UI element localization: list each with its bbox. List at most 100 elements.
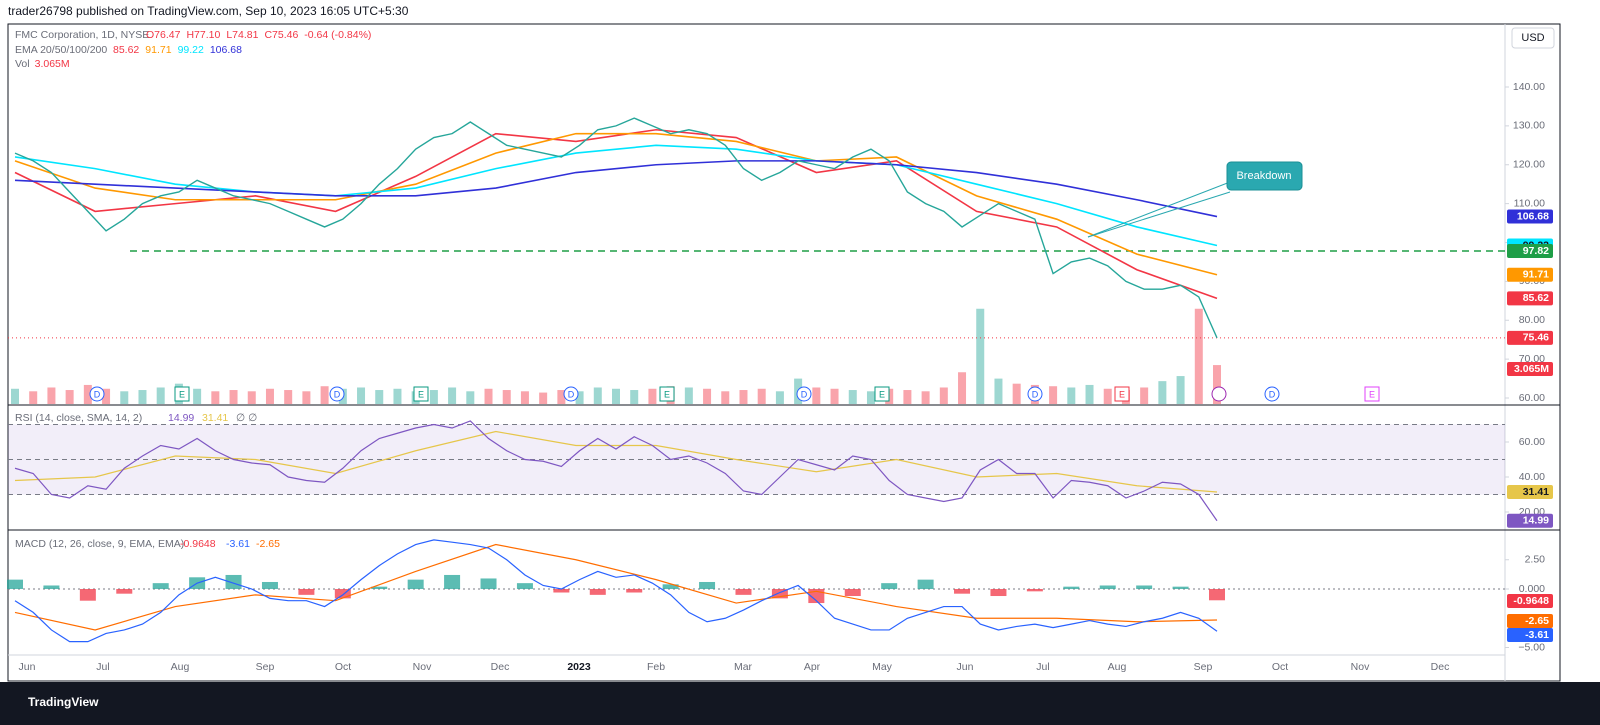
x-tick-label: Apr — [804, 661, 821, 673]
y-tick-label: 80.00 — [1519, 314, 1545, 326]
volume-bar — [357, 387, 366, 404]
volume-bar — [229, 390, 238, 404]
x-tick-label: Jul — [1036, 661, 1049, 673]
price-badge — [1507, 513, 1553, 528]
volume-bar — [193, 388, 202, 404]
x-tick-label: Sep — [256, 661, 275, 673]
x-tick-label: Aug — [171, 661, 190, 673]
price-badge — [1507, 209, 1553, 224]
x-tick-label: Aug — [1108, 661, 1127, 673]
volume-bar — [102, 388, 111, 404]
y-tick-label: 130.00 — [1513, 120, 1545, 132]
ema-legend-value: 99.22 — [178, 44, 204, 56]
volume-bar — [502, 390, 511, 404]
volume-bar — [1012, 383, 1021, 404]
volume-bar — [156, 387, 165, 404]
rsi-title: RSI (14, close, SMA, 14, 2) — [15, 412, 142, 424]
volume-bar — [958, 372, 967, 404]
y-tick-label: 2.50 — [1525, 554, 1546, 566]
volume-bar — [539, 392, 548, 404]
volume-bar — [739, 390, 748, 404]
event-icon — [1364, 386, 1380, 402]
y-tick-label: 140.00 — [1513, 81, 1545, 93]
ema-title: EMA 20/50/100/200 — [15, 44, 107, 56]
volume-bar — [65, 390, 74, 404]
volume-bar — [812, 387, 821, 404]
currency-button[interactable] — [1511, 27, 1555, 49]
callout-text: Breakdown — [1236, 170, 1291, 182]
x-tick-label: Feb — [647, 661, 665, 673]
y-tick-label: 120.00 — [1513, 159, 1545, 171]
macd-histogram-bar — [990, 589, 1007, 597]
price-badge-label: 3.065M — [1514, 363, 1549, 375]
x-tick-label: Dec — [491, 661, 510, 673]
event-icon — [89, 386, 105, 402]
volume-bar — [921, 391, 930, 404]
ohlc-value: O76.47 — [146, 29, 181, 41]
ohlc-value: L74.81 — [226, 29, 258, 41]
x-tick-label: May — [872, 661, 893, 673]
event-label: D — [1032, 389, 1039, 399]
volume-bar — [1067, 387, 1076, 404]
chart-frame — [7, 23, 1561, 682]
price-badge-label: 14.99 — [1523, 515, 1549, 527]
x-tick-label: Jun — [19, 661, 36, 673]
x-tick-label: Oct — [1272, 661, 1288, 673]
macd-histogram-bar — [662, 584, 679, 589]
footer-bar — [0, 682, 1600, 725]
price-badge-label: -3.61 — [1525, 629, 1549, 641]
price-badge — [1507, 614, 1553, 628]
volume-bar — [994, 378, 1003, 404]
volume-bar — [593, 387, 602, 404]
ema-line — [14, 132, 1218, 276]
volume-bar — [848, 390, 857, 404]
macd-line — [14, 539, 1218, 643]
ohlc-value: -0.64 (-0.84%) — [304, 29, 371, 41]
event-icon — [874, 386, 890, 402]
volume-bar — [83, 384, 92, 404]
volume-bar — [866, 391, 875, 404]
volume-bar — [520, 391, 529, 404]
price-badge-label: 31.41 — [1523, 486, 1549, 498]
macd-histogram-bar — [444, 574, 461, 589]
macd-histogram-bar — [1209, 589, 1225, 601]
volume-bar — [557, 390, 566, 404]
volume-bar — [47, 387, 56, 404]
event-label: D — [94, 389, 101, 399]
event-icon — [174, 386, 190, 402]
event-label: E — [879, 389, 885, 399]
macd-histogram-bar — [553, 589, 570, 593]
macd-histogram-bar — [589, 589, 606, 595]
y-tick-label: 60.00 — [1519, 436, 1545, 448]
volume-bar — [393, 388, 402, 404]
currency-label[interactable]: USD — [1521, 32, 1544, 44]
volume-bar — [247, 391, 256, 404]
volume-bar — [630, 390, 639, 404]
x-tick-label: Nov — [1351, 661, 1370, 673]
price-line — [14, 117, 1218, 339]
volume-bar — [1158, 381, 1167, 404]
macd-histogram-bar — [480, 578, 497, 589]
brand: TradingView — [28, 695, 99, 709]
price-badge-label: 75.46 — [1523, 332, 1549, 344]
volume-bar — [120, 391, 129, 404]
symbol: FMC Corporation, 1D, NYSE — [15, 29, 149, 41]
event-icon — [1114, 386, 1130, 402]
price-badge-label: 97.82 — [1523, 245, 1549, 257]
volume-bar — [138, 390, 147, 404]
volume-bar — [302, 391, 311, 404]
event-icon — [563, 386, 579, 402]
volume-bar — [721, 391, 730, 404]
volume-bar — [684, 387, 693, 404]
event-label: D — [1269, 389, 1276, 399]
volume-bar — [466, 391, 475, 404]
price-badge-label: -0.9648 — [1513, 595, 1549, 607]
event-icon — [659, 386, 675, 402]
y-tick-label: 0.000 — [1519, 583, 1545, 595]
event-label: E — [1369, 389, 1375, 399]
price-badge-label: 91.71 — [1523, 269, 1549, 281]
macd-histogram-bar — [1172, 586, 1189, 589]
event-icon — [796, 386, 812, 402]
macd-histogram-bar — [954, 589, 971, 594]
